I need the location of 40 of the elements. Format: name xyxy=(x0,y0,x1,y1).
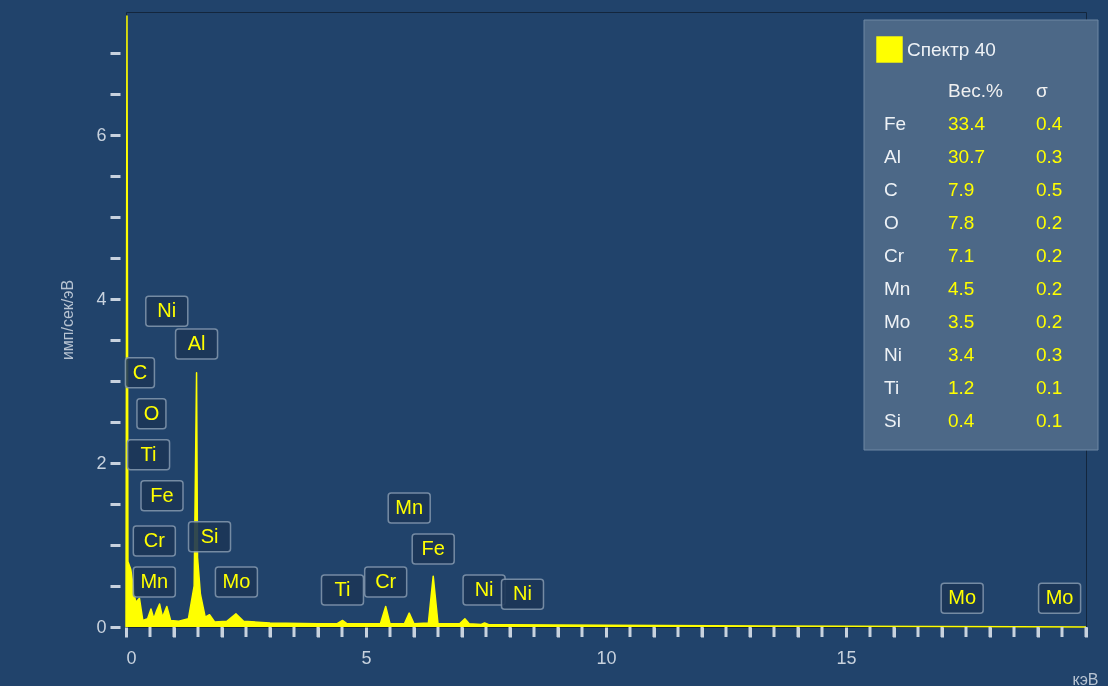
text: O 7.8 0.2 xyxy=(884,212,1063,233)
text: Al 30.7 0.3 xyxy=(884,146,1063,167)
text: Mn 4.5 0.2 xyxy=(884,278,1063,299)
y-tick-label: 6 xyxy=(96,124,107,145)
annotation: Ti xyxy=(334,578,351,601)
annotation: Ni xyxy=(513,582,532,605)
x-tick-label: 15 xyxy=(836,647,857,668)
text: C 7.9 0.5 xyxy=(884,179,1063,200)
text: Si 0.4 0.1 xyxy=(884,410,1063,431)
annotation: C xyxy=(132,360,148,383)
annotation: Cr xyxy=(375,569,397,592)
annotation: Ni xyxy=(157,299,177,322)
annotation: Fe xyxy=(421,537,445,560)
annotation: Ni xyxy=(474,578,494,601)
annotation: Mo xyxy=(948,586,977,609)
annotation: Cr xyxy=(143,528,166,551)
text: Cr 7.1 0.2 xyxy=(884,245,1063,266)
annotation: Fe xyxy=(150,483,174,506)
annotation: Mo xyxy=(222,569,251,592)
y-tick-label: 2 xyxy=(96,452,107,473)
x-tick-label: 5 xyxy=(361,647,372,668)
legend-label: Спектр 40 xyxy=(907,38,996,60)
annotation: Mn xyxy=(140,569,169,592)
x-axis-title: кэВ xyxy=(1072,670,1099,686)
annotation: Mn xyxy=(395,496,424,519)
text: Mo 3.5 0.2 xyxy=(884,311,1063,332)
annotation: O xyxy=(143,401,160,424)
annotation: Al xyxy=(187,332,206,355)
text: Ni 3.4 0.3 xyxy=(884,344,1063,365)
annotation: Mo xyxy=(1045,586,1074,609)
x-tick-label: 0 xyxy=(126,647,137,668)
text: Вес.% σ xyxy=(948,80,1048,101)
text: Fe 33.4 0.4 xyxy=(884,113,1063,134)
annotation: Ti xyxy=(140,442,157,465)
x-tick-label: 10 xyxy=(596,647,617,668)
y-tick-label: 4 xyxy=(96,288,107,309)
annotation: Si xyxy=(200,524,219,547)
text: Ti 1.2 0.1 xyxy=(884,377,1063,398)
y-tick-label: 0 xyxy=(96,616,107,637)
y-axis-title: имп/сек/эВ xyxy=(59,279,77,361)
